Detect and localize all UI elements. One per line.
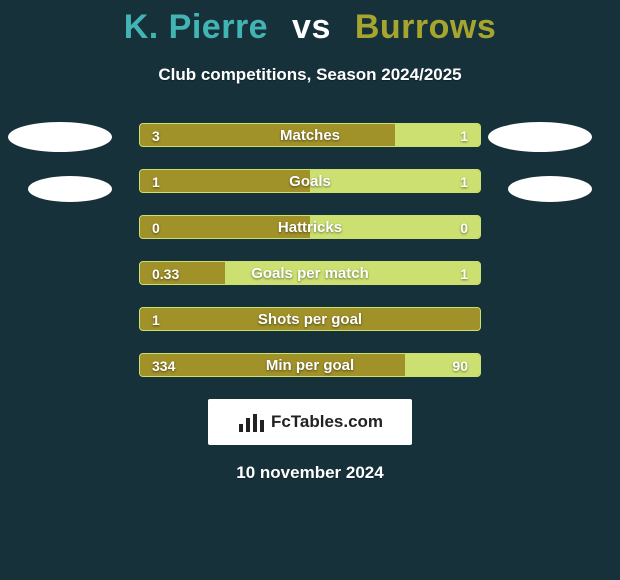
fctables-logo: FcTables.com [208,399,412,445]
stat-bar: 00Hattricks [139,215,481,239]
comparison-infographic: K. Pierre vs Burrows Club competitions, … [0,0,620,580]
stat-bar: 11Goals [139,169,481,193]
infographic-date: 10 november 2024 [0,463,620,483]
side-ellipse [28,176,112,202]
subtitle: Club competitions, Season 2024/2025 [0,65,620,85]
stat-label: Hattricks [140,216,480,238]
vs-label: vs [292,8,331,46]
logo-text: FcTables.com [271,412,383,432]
side-ellipse [8,122,112,152]
stat-label: Min per goal [140,354,480,376]
player2-name: Burrows [355,8,496,46]
bars-icon [237,410,265,434]
side-ellipse [488,122,592,152]
stat-bar: 31Matches [139,123,481,147]
page-title: K. Pierre vs Burrows [0,8,620,47]
stat-label: Matches [140,124,480,146]
stat-bar: 1Shots per goal [139,307,481,331]
stat-label: Shots per goal [140,308,480,330]
stat-bar: 0.331Goals per match [139,261,481,285]
side-ellipse [508,176,592,202]
comparison-bars: 31Matches 11Goals 00Hattricks 0.331Goals pe… [139,123,481,377]
stat-label: Goals per match [140,262,480,284]
stat-bar: 33490Min per goal [139,353,481,377]
stat-label: Goals [140,170,480,192]
player1-name: K. Pierre [124,8,268,46]
